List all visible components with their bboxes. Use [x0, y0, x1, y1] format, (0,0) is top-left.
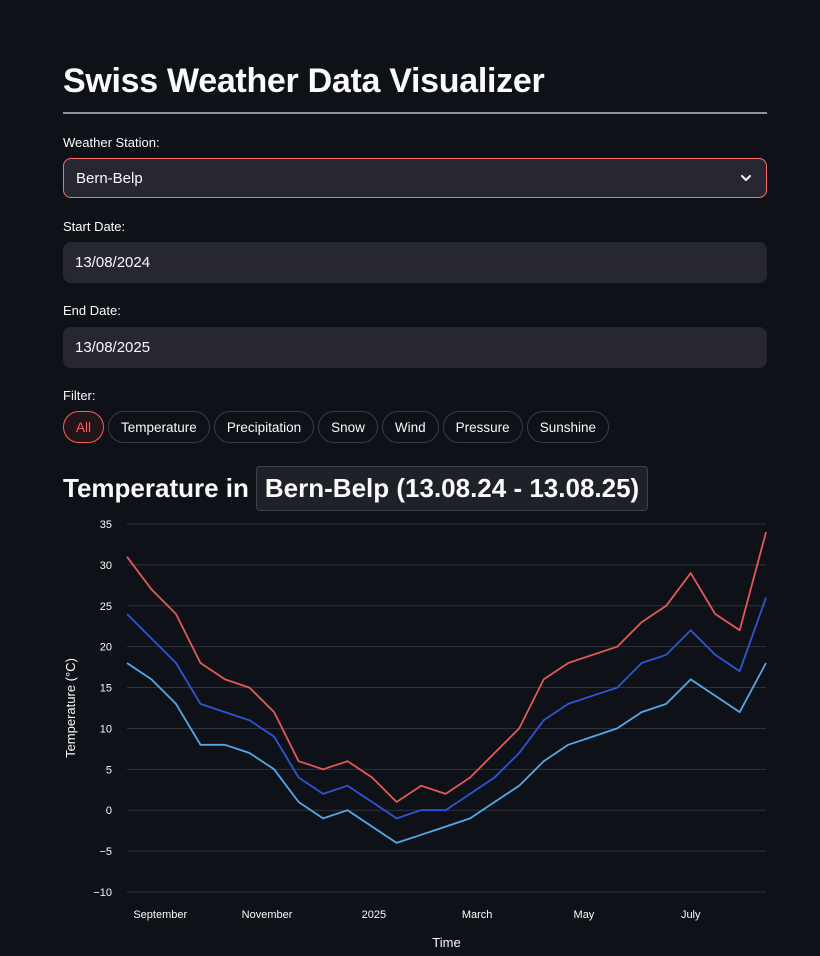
y-tick-label: 0: [106, 805, 112, 817]
y-tick-label: 15: [100, 683, 112, 695]
station-select[interactable]: Bern-Belp: [63, 158, 767, 198]
x-tick-label: May: [574, 909, 595, 921]
station-select-value: Bern-Belp: [76, 169, 143, 187]
chart-heading: Temperature in Bern-Belp (13.08.24 - 13.…: [63, 465, 649, 511]
filter-pill-precipitation[interactable]: Precipitation: [213, 411, 315, 443]
filter-label: Filter:: [63, 388, 96, 403]
x-tick-label: July: [681, 909, 701, 921]
end-date-input[interactable]: [63, 327, 767, 368]
y-tick-label: 35: [100, 519, 112, 531]
station-label: Weather Station:: [63, 135, 160, 150]
chart-heading-prefix: Temperature in: [63, 472, 249, 503]
y-tick-label: 5: [106, 764, 112, 776]
filter-pills: All Temperature Precipitation Snow Wind …: [63, 411, 609, 443]
y-tick-label: 10: [100, 723, 112, 735]
y-tick-label: 30: [100, 560, 112, 572]
page-title: Swiss Weather Data Visualizer: [63, 62, 545, 100]
filter-pill-sunshine[interactable]: Sunshine: [526, 411, 609, 443]
y-tick-label: 25: [100, 601, 112, 613]
y-tick-label: 20: [100, 642, 112, 654]
x-tick-label: March: [462, 909, 493, 921]
filter-pill-pressure[interactable]: Pressure: [442, 411, 523, 443]
series-line-min: [126, 662, 767, 844]
x-tick-label: November: [242, 909, 293, 921]
start-date-input[interactable]: [63, 242, 767, 283]
y-tick-label: −10: [93, 887, 112, 899]
filter-pill-snow[interactable]: Snow: [318, 411, 378, 443]
chart-heading-code: Bern-Belp (13.08.24 - 13.08.25): [255, 465, 649, 511]
filter-pill-temperature[interactable]: Temperature: [108, 411, 210, 443]
end-date-label: End Date:: [63, 303, 121, 318]
chevron-down-icon[interactable]: [738, 170, 754, 186]
x-tick-label: September: [133, 909, 187, 921]
y-tick-label: −5: [99, 846, 112, 858]
x-tick-label: 2025: [362, 909, 386, 921]
series-line-max: [126, 531, 767, 803]
x-axis-title: Time: [432, 935, 460, 950]
title-divider: [63, 112, 767, 114]
filter-pill-wind[interactable]: Wind: [381, 411, 439, 443]
series-line-mean: [126, 597, 767, 820]
y-axis-title: Temperature (°C): [63, 658, 78, 758]
start-date-label: Start Date:: [63, 219, 126, 234]
filter-pill-all[interactable]: All: [63, 411, 105, 443]
